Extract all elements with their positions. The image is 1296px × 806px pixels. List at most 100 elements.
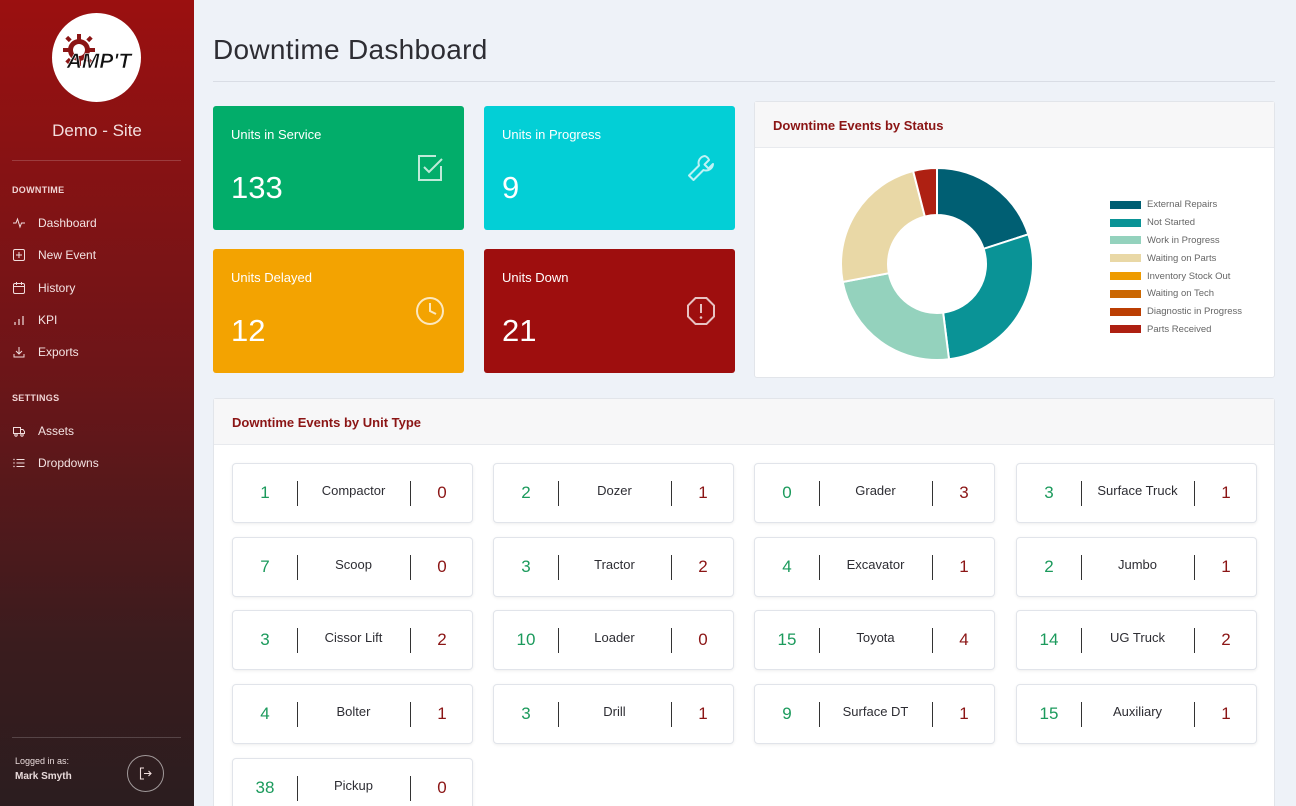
unit-card-dozer[interactable]: 2 Dozer 1 bbox=[493, 463, 734, 523]
unit-left-count: 2 bbox=[521, 483, 531, 502]
unit-right-count: 0 bbox=[698, 630, 708, 649]
legend-swatch bbox=[1110, 200, 1141, 209]
donut-slice-parts-received[interactable] bbox=[911, 166, 938, 218]
donut-slice-external-repairs[interactable] bbox=[936, 166, 1030, 251]
donut-slice-work-in-progress[interactable] bbox=[841, 272, 951, 361]
donut-slice-not-started[interactable] bbox=[942, 233, 1034, 361]
unit-right-count: 1 bbox=[959, 704, 969, 723]
unit-separator bbox=[1194, 555, 1195, 580]
sidebar-divider bbox=[12, 737, 181, 738]
stat-value: 9 bbox=[502, 170, 520, 205]
unit-separator bbox=[1081, 628, 1082, 653]
unit-right-count: 0 bbox=[437, 778, 447, 797]
sidebar-item-history[interactable]: History bbox=[12, 277, 182, 299]
download-icon bbox=[12, 345, 26, 359]
nav-heading-settings: SETTINGS bbox=[12, 393, 60, 403]
unit-left-count: 10 bbox=[516, 630, 536, 649]
unit-name: UG Truck bbox=[1110, 630, 1165, 645]
unit-separator bbox=[297, 776, 298, 801]
unit-right-count: 1 bbox=[1221, 704, 1231, 723]
wrench-icon bbox=[685, 152, 717, 184]
sidebar-item-label: Dropdowns bbox=[38, 456, 99, 470]
title-divider bbox=[213, 81, 1275, 82]
legend-swatch bbox=[1110, 236, 1141, 245]
stat-card-units-in-progress[interactable]: Units in Progress 9 bbox=[484, 106, 735, 230]
legend-item[interactable]: Work in Progress bbox=[1110, 232, 1242, 250]
sidebar-item-dropdowns[interactable]: Dropdowns bbox=[12, 452, 182, 474]
unit-right-count: 2 bbox=[698, 557, 708, 576]
sidebar-item-label: History bbox=[38, 281, 76, 295]
donut-slice-waiting-on-parts[interactable] bbox=[840, 169, 927, 284]
legend-item[interactable]: External Repairs bbox=[1110, 196, 1242, 214]
unit-card-drill[interactable]: 3 Drill 1 bbox=[493, 684, 734, 744]
unit-card-loader[interactable]: 10 Loader 0 bbox=[493, 610, 734, 670]
unit-separator bbox=[410, 555, 411, 580]
legend-item[interactable]: Parts Received bbox=[1110, 321, 1242, 339]
unit-separator bbox=[1194, 702, 1195, 727]
legend-swatch bbox=[1110, 325, 1141, 334]
logo[interactable]: AMP'T bbox=[52, 13, 141, 102]
unit-card-scoop[interactable]: 7 Scoop 0 bbox=[232, 537, 473, 597]
unit-name: Surface DT bbox=[842, 704, 909, 719]
unit-left-count: 9 bbox=[782, 704, 792, 723]
unit-right-count: 4 bbox=[959, 630, 969, 649]
unit-card-surface-truck[interactable]: 3 Surface Truck 1 bbox=[1016, 463, 1257, 523]
stat-label: Units Down bbox=[502, 270, 569, 285]
sidebar-item-kpi[interactable]: KPI bbox=[12, 309, 182, 331]
unit-card-auxiliary[interactable]: 15 Auxiliary 1 bbox=[1016, 684, 1257, 744]
unit-card-jumbo[interactable]: 2 Jumbo 1 bbox=[1016, 537, 1257, 597]
legend-item[interactable]: Diagnostic in Progress bbox=[1110, 303, 1242, 321]
unit-left-count: 3 bbox=[521, 704, 531, 723]
unit-separator bbox=[671, 481, 672, 506]
unit-type-panel: Downtime Events by Unit Type 1 Compactor 0… bbox=[213, 398, 1275, 806]
unit-left-count: 3 bbox=[1044, 483, 1054, 502]
stat-card-units-in-service[interactable]: Units in Service 133 bbox=[213, 106, 464, 230]
unit-card-bolter[interactable]: 4 Bolter 1 bbox=[232, 684, 473, 744]
unit-name: Grader bbox=[855, 483, 896, 498]
unit-separator bbox=[558, 481, 559, 506]
unit-separator bbox=[671, 628, 672, 653]
unit-card-ug-truck[interactable]: 14 UG Truck 2 bbox=[1016, 610, 1257, 670]
unit-right-count: 0 bbox=[437, 557, 447, 576]
site-name: Demo - Site bbox=[52, 121, 142, 140]
unit-card-grader[interactable]: 0 Grader 3 bbox=[754, 463, 995, 523]
sidebar-item-label: Dashboard bbox=[38, 216, 97, 230]
legend-item[interactable]: Inventory Stock Out bbox=[1110, 267, 1242, 285]
logout-button[interactable] bbox=[127, 755, 164, 792]
sidebar-item-dashboard[interactable]: Dashboard bbox=[12, 212, 182, 234]
unit-separator bbox=[558, 702, 559, 727]
unit-name: Tractor bbox=[594, 557, 635, 572]
unit-card-compactor[interactable]: 1 Compactor 0 bbox=[232, 463, 473, 523]
unit-name: Jumbo bbox=[1117, 557, 1158, 572]
sidebar-item-assets[interactable]: Assets bbox=[12, 420, 182, 442]
sidebar-item-exports[interactable]: Exports bbox=[12, 341, 182, 363]
unit-name: Surface Truck bbox=[1097, 483, 1178, 498]
gear-logo-icon: AMP'T bbox=[62, 33, 133, 73]
unit-card-tractor[interactable]: 3 Tractor 2 bbox=[493, 537, 734, 597]
chart-legend: External Repairs Not Started Work in Progr… bbox=[1110, 196, 1242, 338]
stat-card-units-down[interactable]: Units Down 21 bbox=[484, 249, 735, 373]
legend-item[interactable]: Not Started bbox=[1110, 214, 1242, 232]
unit-card-pickup[interactable]: 38 Pickup 0 bbox=[232, 758, 473, 806]
legend-label: Parts Received bbox=[1147, 323, 1212, 335]
unit-right-count: 2 bbox=[1221, 630, 1231, 649]
sidebar-item-label: Exports bbox=[38, 345, 79, 359]
unit-left-count: 2 bbox=[1044, 557, 1054, 576]
legend-item[interactable]: Waiting on Tech bbox=[1110, 285, 1242, 303]
unit-card-surface-dt[interactable]: 9 Surface DT 1 bbox=[754, 684, 995, 744]
unit-separator bbox=[410, 776, 411, 801]
unit-separator bbox=[297, 555, 298, 580]
legend-item[interactable]: Waiting on Parts bbox=[1110, 249, 1242, 267]
stat-card-units-delayed[interactable]: Units Delayed 12 bbox=[213, 249, 464, 373]
unit-separator bbox=[297, 702, 298, 727]
check-square-icon bbox=[414, 152, 446, 184]
unit-separator bbox=[410, 702, 411, 727]
sidebar-item-label: New Event bbox=[38, 248, 97, 262]
sidebar-item-new-event[interactable]: New Event bbox=[12, 244, 182, 266]
activity-icon bbox=[12, 216, 26, 230]
unit-separator bbox=[558, 628, 559, 653]
unit-name: Excavator bbox=[846, 557, 905, 572]
unit-card-toyota[interactable]: 15 Toyota 4 bbox=[754, 610, 995, 670]
unit-card-excavator[interactable]: 4 Excavator 1 bbox=[754, 537, 995, 597]
unit-card-cissor-lift[interactable]: 3 Cissor Lift 2 bbox=[232, 610, 473, 670]
